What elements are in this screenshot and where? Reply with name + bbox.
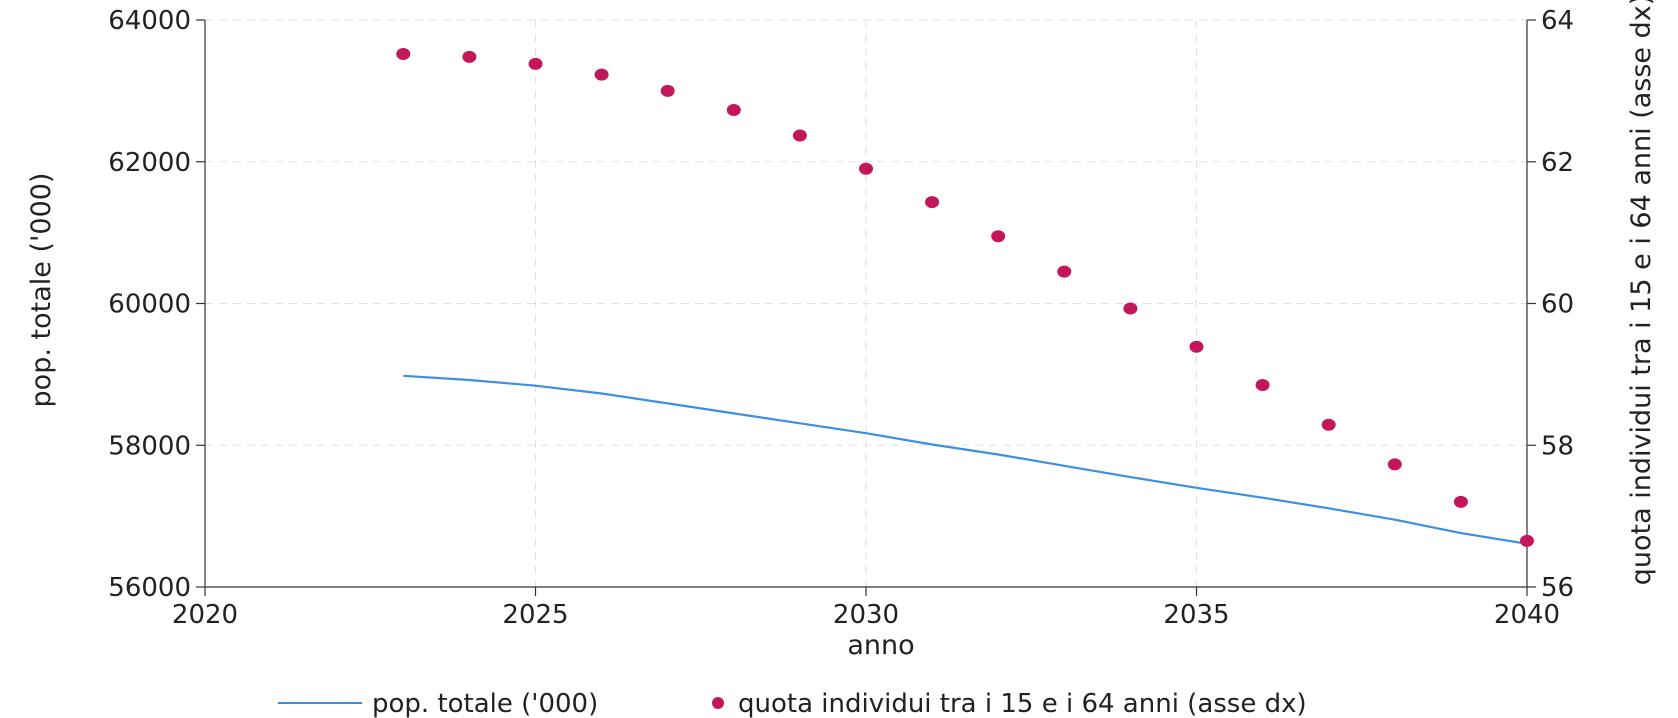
y-left-tick-label: 56000 bbox=[108, 573, 191, 603]
x-axis-title: anno bbox=[847, 630, 914, 661]
x-tick-label: 2040 bbox=[1494, 600, 1560, 630]
legend-label-population: pop. totale ('000) bbox=[372, 689, 598, 718]
series-line-population bbox=[403, 374, 1528, 545]
x-tick-label: 2035 bbox=[1163, 600, 1229, 630]
y-right-tick-label: 58 bbox=[1541, 431, 1574, 461]
y-left-tick-label: 58000 bbox=[108, 431, 191, 461]
y-left-tick-label: 60000 bbox=[108, 290, 191, 320]
data-point-share bbox=[1189, 340, 1204, 353]
y-right-tick-label: 56 bbox=[1541, 573, 1574, 603]
x-tick-label: 2030 bbox=[833, 600, 899, 630]
legend-label-share: quota individui tra i 15 e i 64 anni (as… bbox=[738, 689, 1307, 718]
data-point-share bbox=[1520, 534, 1534, 547]
data-point-share bbox=[528, 57, 543, 70]
data-point-share bbox=[1255, 379, 1270, 391]
data-point-share bbox=[726, 104, 741, 116]
plot-area bbox=[396, 48, 1534, 547]
data-point-share bbox=[925, 196, 940, 209]
y-right-tick-label: 64 bbox=[1541, 6, 1574, 36]
y-right-tick-label: 62 bbox=[1541, 148, 1574, 178]
data-point-share bbox=[1123, 302, 1138, 315]
y-axis-right-title: quota individui tra i 15 e i 64 anni (as… bbox=[1626, 0, 1657, 585]
y-right-tick-label: 60 bbox=[1541, 290, 1574, 320]
y-axis-left: 56000 58000 60000 62000 64000 bbox=[108, 6, 205, 603]
x-tick-label: 2020 bbox=[172, 600, 238, 630]
data-point-share bbox=[1321, 418, 1336, 431]
data-point-share bbox=[1453, 495, 1468, 508]
data-point-share bbox=[462, 50, 477, 63]
data-point-share bbox=[859, 162, 873, 175]
x-axis: 2020 2025 2030 2035 2040 bbox=[172, 587, 1560, 630]
data-point-share bbox=[594, 68, 609, 81]
legend-dot-swatch bbox=[712, 697, 724, 709]
data-point-share bbox=[792, 129, 807, 142]
data-point-share bbox=[396, 48, 411, 60]
y-axis-right: 56 58 60 62 64 bbox=[1527, 6, 1574, 603]
data-point-share bbox=[1057, 265, 1072, 278]
data-point-share bbox=[1387, 458, 1402, 471]
data-point-share bbox=[660, 84, 675, 97]
y-left-tick-label: 62000 bbox=[108, 148, 191, 178]
legend: pop. totale ('000) quota individui tra i… bbox=[278, 689, 1307, 718]
y-left-tick-label: 64000 bbox=[108, 6, 191, 36]
y-axis-left-title: pop. totale ('000) bbox=[26, 173, 57, 408]
data-point-share bbox=[991, 230, 1006, 243]
x-tick-label: 2025 bbox=[502, 600, 568, 630]
